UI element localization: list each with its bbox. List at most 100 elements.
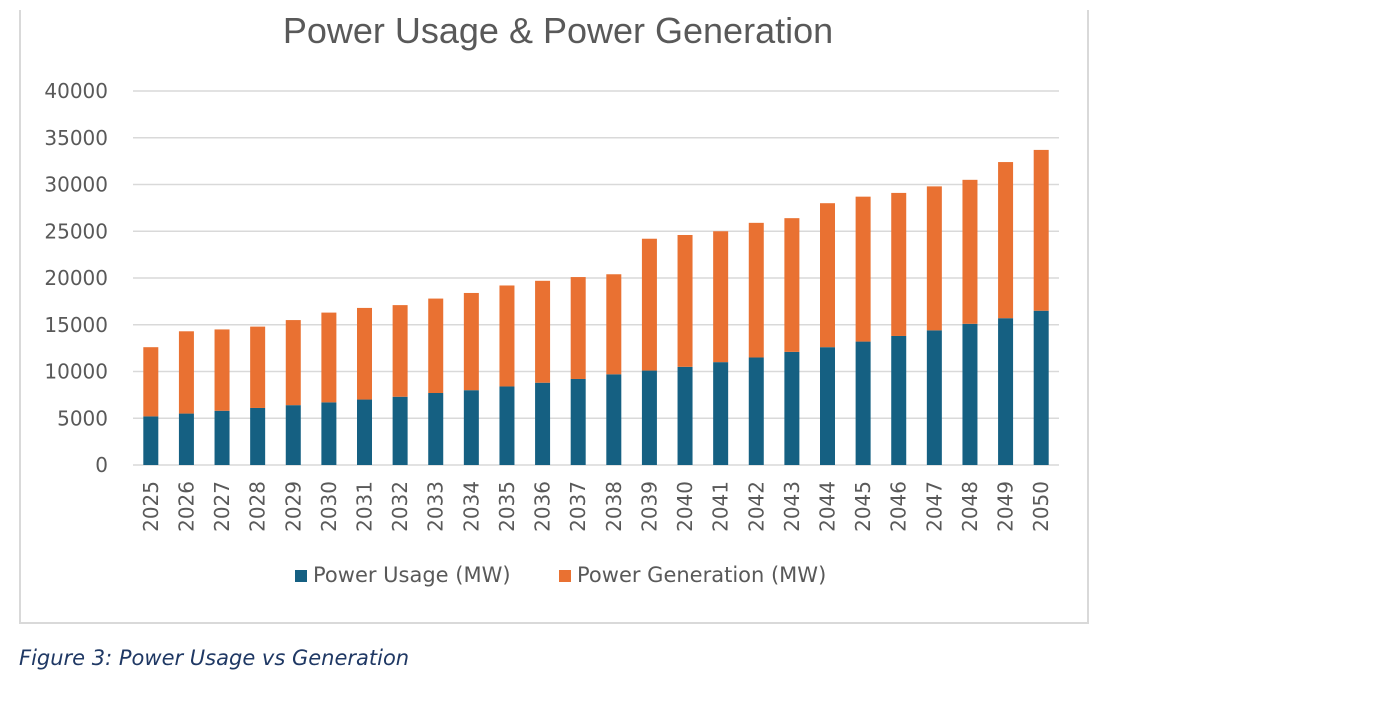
bar-power-usage (250, 407, 266, 465)
x-tick-label: 2042 (744, 481, 768, 532)
bar-power-usage (357, 399, 372, 465)
y-axis-ticks: 0 5000 10000 15000 20000 25000 30000 35000 40000 (44, 79, 108, 477)
bar-power-generation (998, 162, 1014, 319)
y-tick-label: 25000 (44, 219, 108, 243)
x-tick-label: 2039 (637, 481, 661, 532)
x-tick-label: 2047 (922, 481, 946, 532)
legend-label-power-usage: Power Usage (MW) (313, 563, 511, 587)
bar-power-usage (748, 357, 764, 465)
bar-power-generation (214, 329, 230, 411)
bar-power-usage (285, 405, 301, 465)
x-tick-label: 2044 (816, 481, 840, 532)
bar-power-usage (641, 370, 657, 465)
bar-power-generation (641, 238, 657, 371)
bar-power-generation (321, 312, 337, 403)
chart-frame: Power Usage & Power Generation 0 5000 1000… (19, 10, 1089, 624)
bar-power-generation (1033, 149, 1049, 311)
bar-power-generation (962, 179, 978, 324)
bar-power-usage (463, 390, 479, 465)
y-tick-label: 40000 (44, 79, 108, 103)
bar-power-usage (784, 351, 800, 465)
x-tick-label: 2034 (459, 481, 483, 532)
y-tick-label: 10000 (44, 360, 108, 384)
x-tick-label: 2029 (281, 481, 305, 532)
bar-power-generation (428, 298, 444, 394)
x-tick-label: 2032 (388, 481, 412, 532)
x-tick-label: 2049 (994, 481, 1018, 532)
bar-power-generation (570, 277, 586, 379)
bar-power-generation (357, 307, 372, 400)
bar-power-generation (820, 203, 835, 348)
y-tick-label: 35000 (44, 126, 108, 150)
x-tick-label: 2046 (887, 481, 911, 532)
x-tick-label: 2031 (353, 481, 377, 532)
bar-power-generation (499, 285, 515, 387)
x-tick-label: 2030 (317, 481, 341, 532)
bar-power-generation (285, 320, 301, 406)
bar-power-usage (428, 393, 444, 465)
x-tick-label: 2040 (673, 481, 697, 532)
bar-power-usage (926, 330, 942, 465)
legend: Power Usage (MW) Power Generation (MW) (295, 563, 826, 587)
bar-power-generation (855, 196, 871, 342)
x-tick-label: 2037 (566, 481, 590, 532)
figure-caption: Figure 3: Power Usage vs Generation (19, 646, 410, 670)
x-tick-label: 2027 (210, 481, 234, 532)
bar-power-usage (143, 416, 159, 465)
bar-power-usage (499, 386, 515, 465)
bar-power-usage (855, 341, 871, 465)
x-tick-label: 2033 (424, 481, 448, 532)
bar-power-generation (784, 218, 800, 352)
x-tick-label: 2048 (958, 481, 982, 532)
x-tick-label: 2045 (851, 481, 875, 532)
x-tick-label: 2036 (531, 481, 555, 532)
bar-power-generation (250, 326, 266, 408)
bar-power-usage (891, 335, 907, 465)
bar-power-usage (214, 410, 230, 465)
bar-power-usage (998, 318, 1014, 465)
chart-title: Power Usage & Power Generation (283, 10, 833, 51)
x-tick-label: 2041 (709, 481, 733, 532)
bar-power-usage (1033, 310, 1049, 465)
bar-power-usage (570, 378, 586, 465)
bar-power-usage (606, 374, 622, 465)
x-tick-label: 2035 (495, 481, 519, 532)
bar-power-generation (178, 331, 194, 414)
y-tick-label: 20000 (44, 266, 108, 290)
bar-power-generation (463, 292, 479, 391)
y-tick-label: 15000 (44, 313, 108, 337)
legend-swatch-power-usage (295, 570, 307, 582)
bar-power-usage (535, 382, 551, 465)
bar-power-generation (606, 274, 622, 375)
stacked-bar-chart: Power Usage & Power Generation 0 5000 1000… (44, 10, 1059, 587)
x-tick-label: 2025 (139, 481, 163, 532)
bar-power-generation (926, 186, 942, 331)
bar-power-generation (143, 347, 159, 417)
bar-power-generation (535, 280, 551, 383)
x-tick-label: 2050 (1029, 481, 1053, 532)
bar-power-usage (820, 347, 835, 465)
bar-power-generation (748, 222, 764, 358)
bar-power-usage (713, 362, 729, 465)
y-tick-label: 30000 (44, 173, 108, 197)
legend-label-power-generation: Power Generation (MW) (577, 563, 826, 587)
bar-power-generation (713, 231, 729, 363)
bar-power-usage (392, 396, 408, 465)
bar-power-generation (392, 305, 408, 397)
x-tick-label: 2038 (602, 481, 626, 532)
x-tick-label: 2043 (780, 481, 804, 532)
x-tick-label: 2028 (246, 481, 270, 532)
y-tick-label: 5000 (57, 406, 108, 430)
bar-power-usage (321, 402, 337, 465)
x-tick-label: 2026 (174, 481, 198, 532)
y-tick-label: 0 (95, 453, 108, 477)
bar-power-usage (178, 413, 194, 465)
bar-power-usage (677, 366, 693, 465)
bar-power-generation (677, 234, 693, 367)
bar-power-generation (891, 192, 907, 336)
x-axis-ticks: 2025 2026 2027 2028 2029 2030 2031 2032 2033 2034… (139, 481, 1053, 532)
bar-power-usage (962, 323, 978, 465)
gridlines (133, 90, 1059, 466)
bars (143, 149, 1049, 465)
legend-swatch-power-generation (559, 570, 571, 582)
